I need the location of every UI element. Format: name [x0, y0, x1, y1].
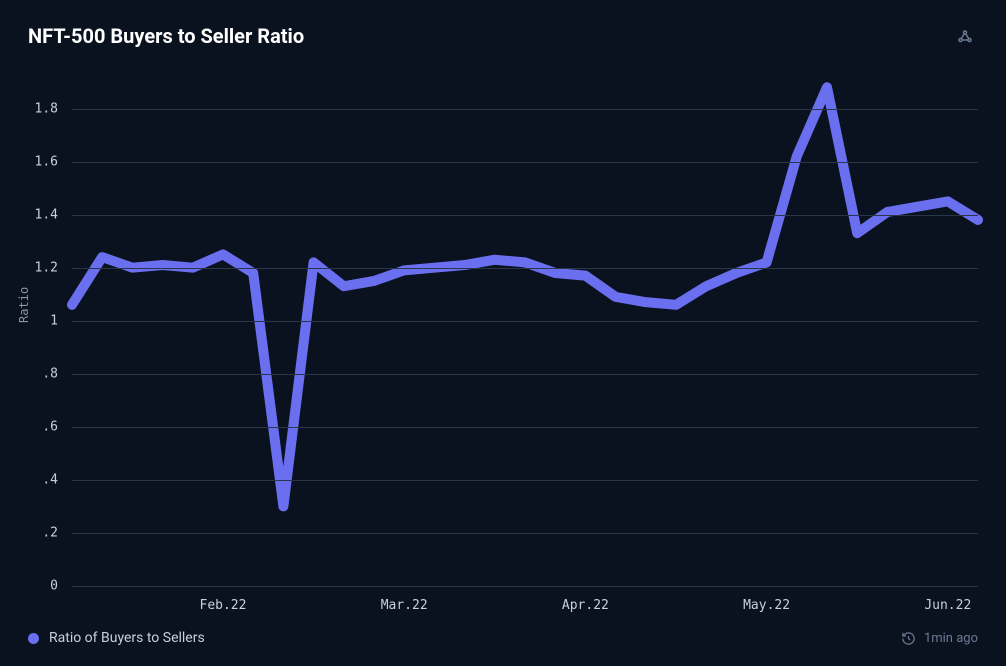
chart-title: NFT-500 Buyers to Seller Ratio	[28, 24, 304, 48]
card-footer: Ratio of Buyers to Sellers 1min ago	[28, 630, 978, 646]
x-tick-label: Mar.22	[381, 586, 428, 613]
grid-line	[72, 109, 978, 110]
grid-line	[72, 533, 978, 534]
legend-label: Ratio of Buyers to Sellers	[49, 630, 205, 646]
y-tick-label: 0	[50, 579, 72, 594]
legend: Ratio of Buyers to Sellers	[28, 630, 205, 646]
grid-line	[72, 480, 978, 481]
chart-card: NFT-500 Buyers to Seller Ratio Ratio 0.2…	[0, 0, 1006, 666]
legend-dot-icon	[28, 633, 39, 644]
y-tick-label: .8	[42, 366, 72, 381]
grid-line	[72, 268, 978, 269]
plot-surface[interactable]: 0.2.4.6.811.21.41.61.8Feb.22Mar.22Apr.22…	[72, 82, 978, 586]
y-tick-label: 1.6	[35, 154, 72, 169]
x-tick-label: May.22	[743, 586, 790, 613]
grid-line	[72, 321, 978, 322]
y-tick-label: .2	[42, 525, 72, 540]
x-tick-label: Apr.22	[562, 586, 609, 613]
grid-line	[72, 427, 978, 428]
refresh-icon	[901, 631, 916, 646]
grid-line	[72, 215, 978, 216]
line-series	[72, 82, 978, 586]
y-tick-label: .6	[42, 419, 72, 434]
chart-plot-area: Ratio 0.2.4.6.811.21.41.61.8Feb.22Mar.22…	[72, 82, 978, 586]
y-tick-label: 1.4	[35, 207, 72, 222]
more-options-icon[interactable]	[952, 24, 978, 54]
card-header: NFT-500 Buyers to Seller Ratio	[28, 24, 978, 54]
y-tick-label: 1.8	[35, 101, 72, 116]
timestamp-text: 1min ago	[924, 631, 978, 646]
y-axis-label: Ratio	[17, 287, 31, 323]
y-tick-label: 1	[50, 313, 72, 328]
y-tick-label: .4	[42, 472, 72, 487]
grid-line	[72, 162, 978, 163]
x-tick-label: Jun.22	[924, 586, 971, 613]
y-tick-label: 1.2	[35, 260, 72, 275]
grid-line	[72, 374, 978, 375]
x-tick-label: Feb.22	[200, 586, 247, 613]
refresh-timestamp[interactable]: 1min ago	[901, 631, 978, 646]
